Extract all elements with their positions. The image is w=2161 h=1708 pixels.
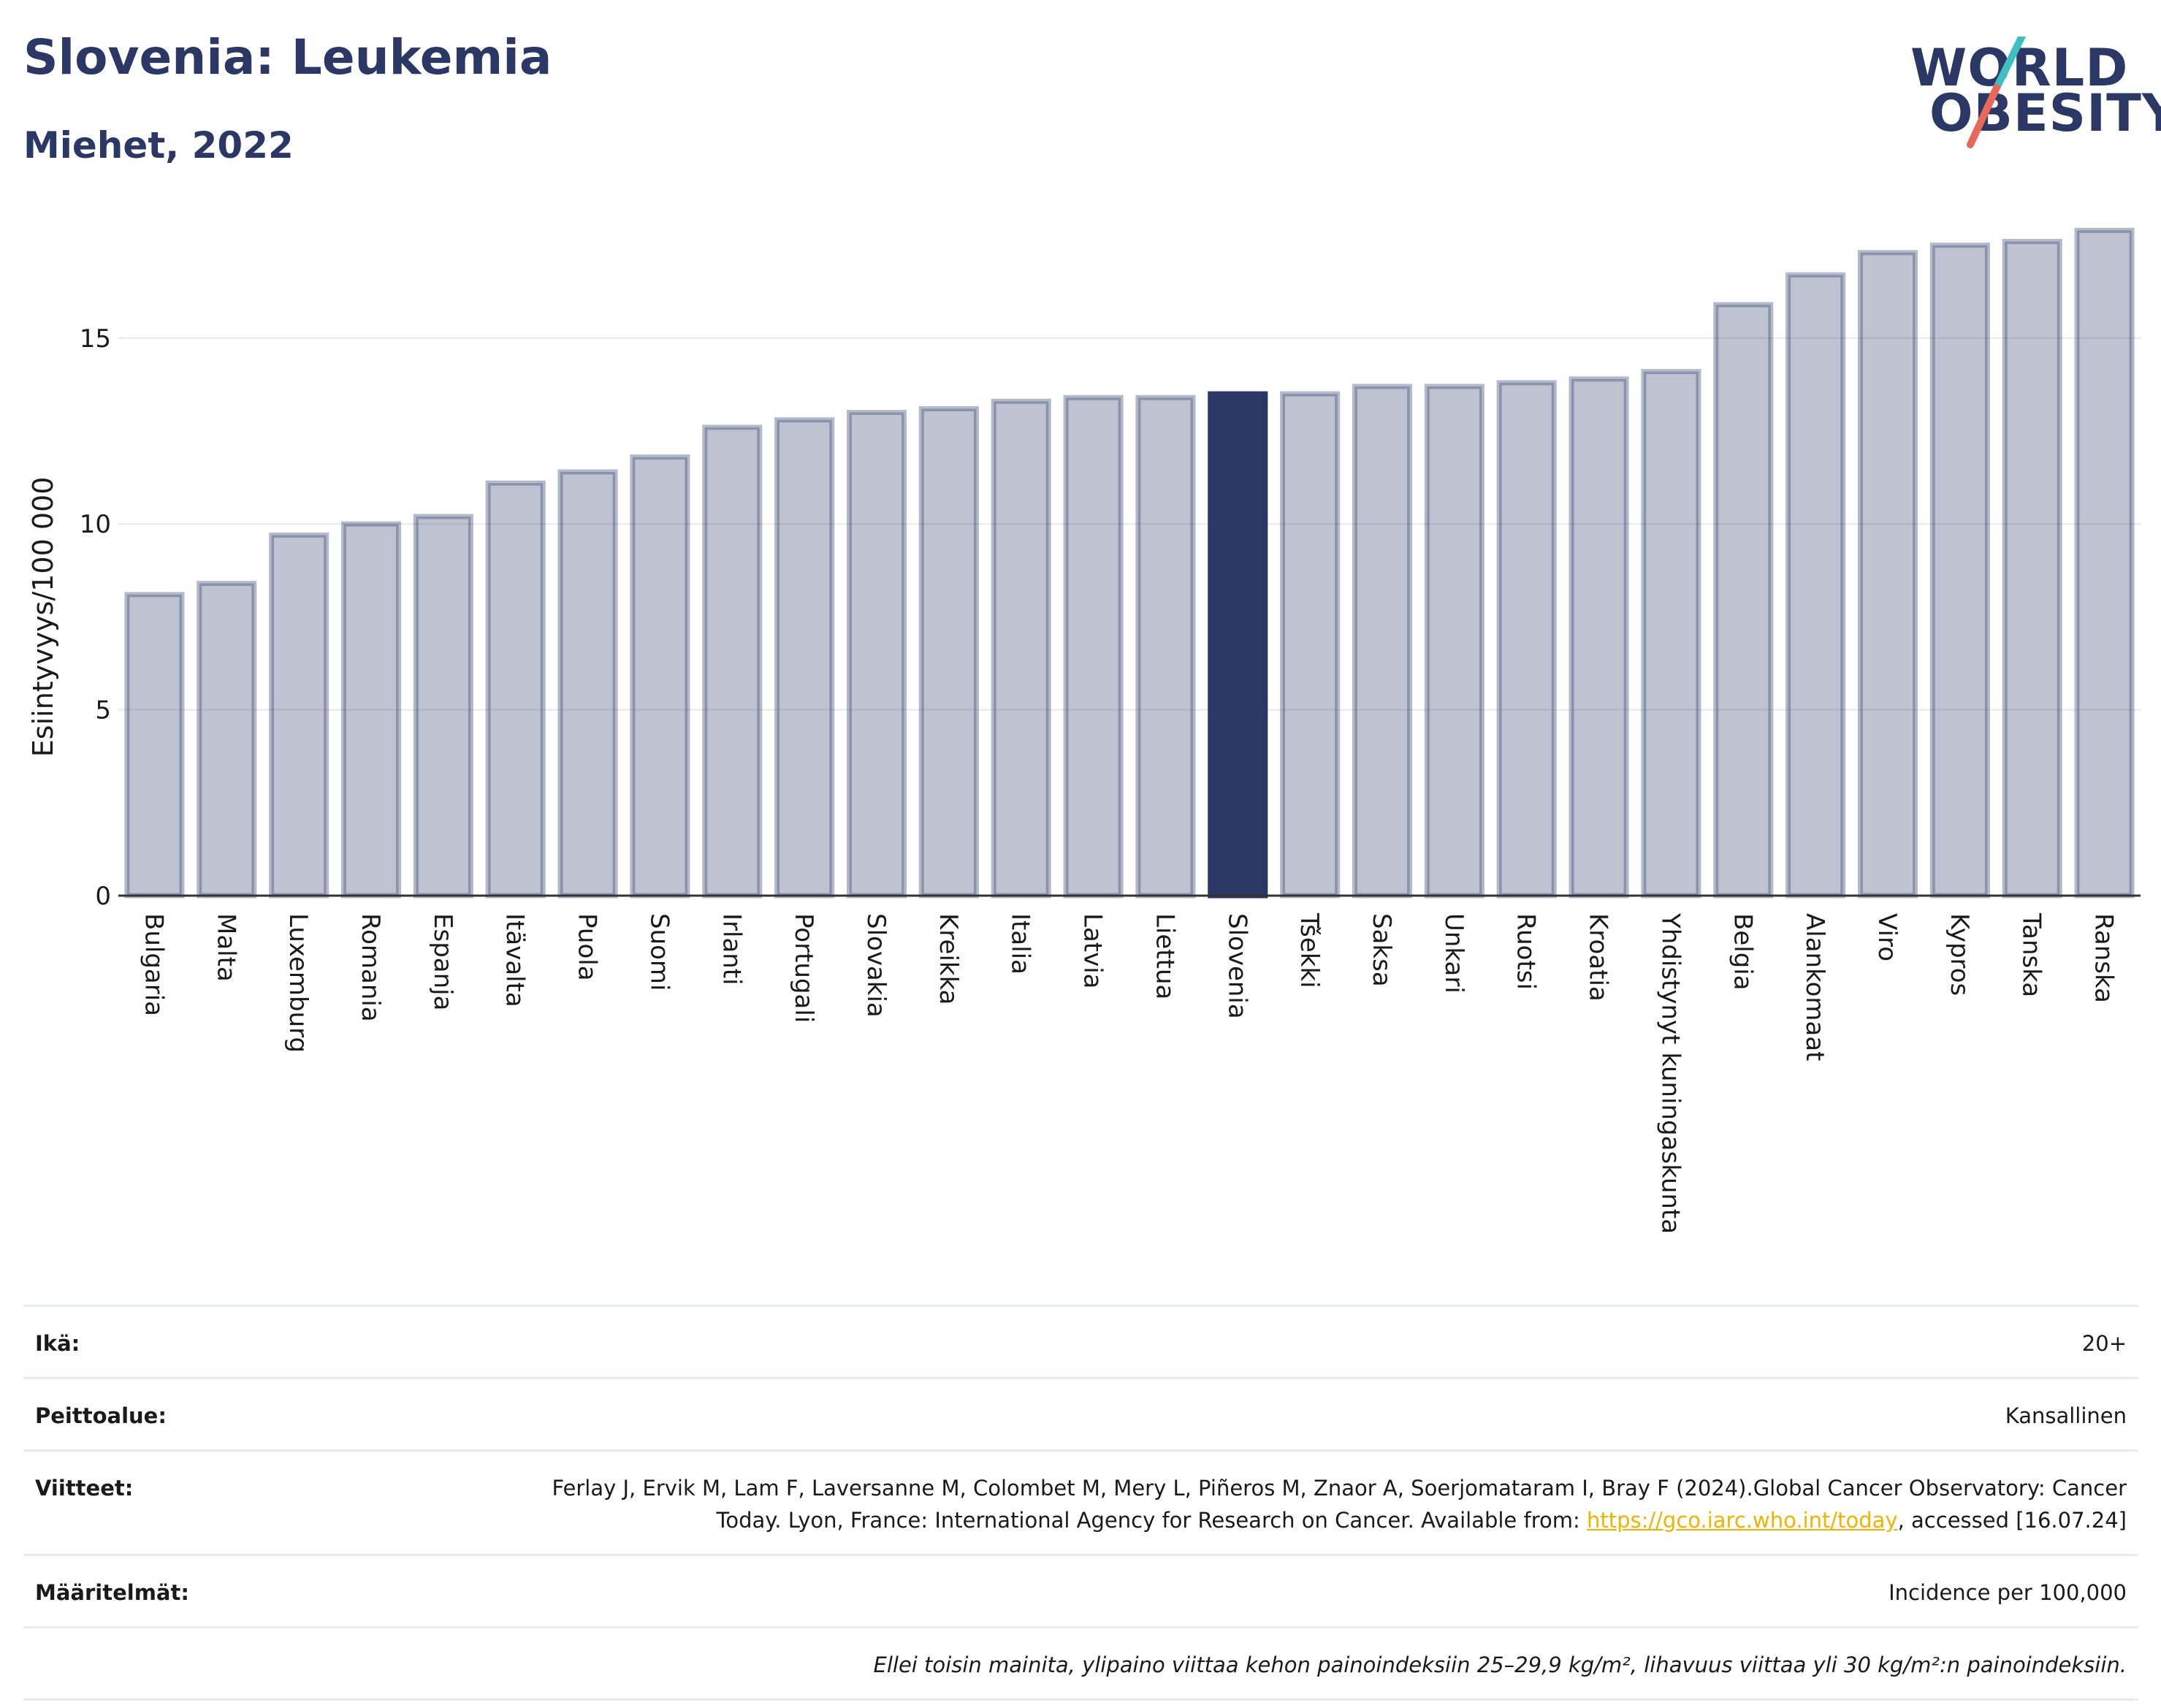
- bar-puola: [557, 469, 618, 899]
- x-tick-label: Irlanti: [717, 913, 746, 985]
- references-text: Ferlay J, Ervik M, Lam F, Laversanne M, …: [552, 1476, 2127, 1533]
- world-obesity-logo: WORLD OBESITY: [1910, 37, 2161, 157]
- info-row-references: Viitteet: Ferlay J, Ervik M, Lam F, Lave…: [23, 1449, 2138, 1554]
- footnote: Ellei toisin mainita, ylipaino viittaa k…: [873, 1652, 2127, 1677]
- logo-line-2: OBESITY: [1929, 83, 2161, 143]
- grid-lines: [118, 337, 2141, 711]
- x-tick-label: Italia: [1006, 913, 1035, 975]
- logo-slash-icon: [1967, 37, 2027, 148]
- x-tick-label: Slovakia: [861, 913, 891, 1018]
- bar-saksa: [1352, 384, 1413, 899]
- y-tick-label: 10: [80, 510, 111, 539]
- x-tick-label: Saksa: [1367, 913, 1396, 987]
- y-axis-label: Esiintyvyys/100 000: [27, 477, 59, 758]
- bar-belgia: [1713, 302, 1774, 899]
- y-tick-label: 5: [95, 696, 111, 725]
- bar-portugali: [774, 417, 835, 899]
- bar-bulgaria: [124, 592, 185, 899]
- x-tick-label: Espanja: [428, 913, 457, 1010]
- y-tick-label: 0: [95, 882, 111, 911]
- x-tick-label: Alankomaat: [1800, 913, 1829, 1061]
- age-label: Ikä:: [35, 1331, 80, 1356]
- x-tick-label: Bulgaria: [139, 913, 168, 1016]
- y-tick-labels: 0 5 10 15: [80, 324, 111, 911]
- bar-romania: [340, 521, 402, 899]
- bar-tšekki: [1280, 391, 1341, 899]
- bar-kreikka: [918, 405, 979, 899]
- bar-yhdistynyt-kuningaskunta: [1641, 369, 1701, 899]
- definitions-value: Incidence per 100,000: [1889, 1580, 2127, 1605]
- info-row-age: Ikä: 20+: [23, 1305, 2138, 1377]
- x-tick-label: Luxemburg: [283, 913, 313, 1053]
- x-tick-label: Latvia: [1078, 913, 1108, 989]
- bar-suomi: [630, 454, 690, 899]
- x-tick-label: Viro: [1872, 913, 1902, 961]
- bar-viro: [1857, 250, 1918, 899]
- y-tick-label: 15: [80, 324, 111, 354]
- coverage-value: Kansallinen: [2005, 1403, 2127, 1428]
- age-value: 20+: [2081, 1331, 2127, 1356]
- x-tick-label: Suomi: [644, 913, 674, 991]
- bars: [124, 227, 2135, 899]
- bar-chart: 0 5 10 15 Bulgaria Malta Luxemburg Romania Espa…: [27, 227, 2141, 1234]
- x-tick-label: Unkari: [1439, 913, 1468, 994]
- x-tick-label: Ruotsi: [1512, 913, 1541, 990]
- chart-title: Slovenia: Leukemia: [23, 29, 552, 85]
- bar-espanja: [413, 514, 473, 899]
- x-tick-label: Romania: [356, 913, 385, 1022]
- references-label: Viitteet:: [35, 1476, 134, 1501]
- bar-slovenia: [1208, 391, 1268, 899]
- x-tick-label: Kypros: [1945, 913, 1974, 996]
- x-tick-label: Liettua: [1150, 913, 1179, 999]
- x-tick-label: Malta: [211, 913, 240, 982]
- bar-ranska: [2074, 227, 2135, 899]
- x-tick-labels: Bulgaria Malta Luxemburg Romania Espanja Itäv…: [139, 912, 2118, 1234]
- bar-liettua: [1135, 394, 1196, 899]
- bar-unkari: [1424, 384, 1485, 899]
- logo-line-1: WORLD: [1910, 38, 2129, 98]
- bar-luxemburg: [269, 532, 329, 899]
- bar-latvia: [1063, 394, 1124, 899]
- bar-malta: [197, 581, 257, 899]
- x-tick-label: Portugali: [789, 913, 818, 1023]
- references-link[interactable]: https://gco.iarc.who.int/today: [1586, 1508, 1898, 1533]
- x-tick-label: Puola: [573, 913, 602, 981]
- references-value: Ferlay J, Ervik M, Lam F, Laversanne M, …: [483, 1472, 2127, 1536]
- x-tick-label: Ranska: [2089, 913, 2119, 1003]
- definitions-label: Määritelmät:: [35, 1580, 189, 1605]
- x-tick-label: Slovenia: [1222, 913, 1251, 1019]
- bar-irlanti: [702, 424, 763, 899]
- x-tick-label: Tanska: [2017, 912, 2046, 997]
- x-tick-label: Belgia: [1728, 913, 1757, 991]
- x-tick-label: Yhdistynyt kuningaskunta: [1655, 912, 1685, 1234]
- bar-kroatia: [1569, 376, 1629, 899]
- bar-ruotsi: [1496, 380, 1557, 899]
- bar-italia: [991, 398, 1051, 899]
- info-row-definitions: Määritelmät: Incidence per 100,000: [23, 1554, 2138, 1626]
- x-tick-label: Tšekki: [1295, 912, 1324, 988]
- bar-kypros: [1929, 243, 1990, 899]
- coverage-label: Peittoalue:: [35, 1403, 167, 1428]
- x-tick-label: Itävalta: [500, 913, 530, 1007]
- x-tick-label: Kroatia: [1584, 913, 1613, 1002]
- info-row-note: Ellei toisin mainita, ylipaino viittaa k…: [23, 1626, 2138, 1701]
- bar-slovakia: [846, 410, 907, 899]
- info-table: Ikä: 20+ Peittoalue: Kansallinen Viittee…: [23, 1305, 2138, 1701]
- bar-itävalta: [485, 480, 546, 899]
- bar-alankomaat: [1785, 272, 1846, 899]
- info-row-coverage: Peittoalue: Kansallinen: [23, 1377, 2138, 1449]
- chart-subtitle: Miehet, 2022: [23, 124, 294, 167]
- references-accessed: , accessed [16.07.24]: [1897, 1508, 2127, 1533]
- x-tick-label: Kreikka: [934, 913, 963, 1005]
- bar-tanska: [2002, 239, 2062, 899]
